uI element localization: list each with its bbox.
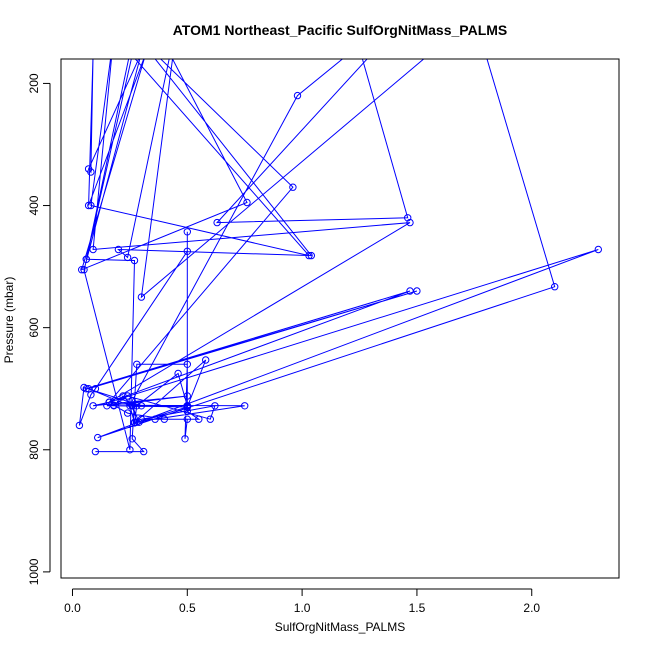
data-point <box>90 50 96 56</box>
data-point <box>174 369 182 378</box>
data-point <box>133 402 141 410</box>
x-axis-label: SulfOrgNitMass_PALMS <box>275 620 405 634</box>
data-point <box>78 266 86 274</box>
data-point <box>307 251 315 260</box>
data-point <box>123 253 132 262</box>
x-tick-label: 2.0 <box>523 601 540 615</box>
data-point <box>80 266 88 274</box>
data-point <box>82 385 91 393</box>
data-point <box>128 397 136 405</box>
data-point <box>195 415 203 423</box>
data-point <box>126 446 134 454</box>
data-point <box>89 245 97 254</box>
data-point <box>243 198 251 207</box>
data-point <box>134 31 140 37</box>
plot-layer <box>75 13 602 456</box>
data-point <box>183 228 192 236</box>
data-point <box>213 218 221 227</box>
chart-title: ATOM1 Northeast_Pacific SulfOrgNitMass_P… <box>173 22 508 38</box>
data-point <box>138 50 144 56</box>
data-point <box>123 409 132 417</box>
y-axis-label: Pressure (mbar) <box>2 277 16 364</box>
data-point <box>130 256 139 265</box>
data-point <box>127 50 133 56</box>
data-point <box>241 402 249 410</box>
y-tick-label: 600 <box>27 317 41 337</box>
data-point <box>134 33 140 39</box>
data-point <box>140 447 148 456</box>
data-point <box>151 415 159 423</box>
data-point <box>114 245 123 254</box>
x-tick-label: 0.5 <box>179 601 196 615</box>
data-point <box>206 415 215 423</box>
data-point <box>82 255 91 263</box>
data-point <box>133 360 141 368</box>
data-point <box>143 50 149 56</box>
plot-frame <box>60 58 620 579</box>
data-point <box>119 392 127 400</box>
data-point <box>211 402 219 410</box>
data-point <box>305 251 313 260</box>
data-point <box>471 13 477 19</box>
data-point <box>175 13 181 19</box>
data-point <box>594 245 602 254</box>
axis-layer: 0.0 0.5 1.0 1.5 2.0 200 400 600 800 1000 <box>27 58 620 615</box>
data-point <box>404 214 412 222</box>
x-tick-label: 0.0 <box>64 601 81 615</box>
data-point <box>183 392 192 400</box>
data-point <box>406 287 414 295</box>
data-point <box>91 447 100 456</box>
x-tick-label: 1.5 <box>409 601 426 615</box>
series-line <box>78 59 599 453</box>
data-point <box>183 415 192 423</box>
data-point <box>183 247 192 256</box>
data-point <box>84 201 93 210</box>
data-point <box>135 418 143 426</box>
data-point <box>181 435 189 443</box>
data-point <box>94 433 102 442</box>
data-point <box>89 402 97 410</box>
data-point <box>137 402 146 410</box>
data-point <box>293 91 302 100</box>
y-tick-label: 200 <box>27 73 41 93</box>
data-point <box>84 385 93 393</box>
data-point <box>128 402 136 410</box>
data-point <box>137 293 146 301</box>
data-point <box>110 402 118 410</box>
data-point <box>128 435 136 443</box>
data-point <box>202 356 210 364</box>
data-point <box>87 201 95 210</box>
data-point <box>130 419 139 427</box>
data-point <box>152 22 158 28</box>
data-point <box>105 398 113 406</box>
data-point <box>406 218 414 227</box>
x-tick-label: 1.0 <box>294 601 311 615</box>
y-tick-label: 800 <box>27 439 41 459</box>
data-point <box>183 403 192 411</box>
data-point <box>160 415 169 423</box>
data-point <box>289 183 297 191</box>
data-point <box>87 168 95 176</box>
data-point <box>75 421 84 430</box>
data-point <box>123 392 132 400</box>
y-tick-label: 400 <box>27 195 41 215</box>
data-point <box>87 391 95 399</box>
data-point <box>111 31 117 37</box>
data-point <box>354 38 360 44</box>
y-tick-label: 1000 <box>27 558 41 585</box>
data-point <box>551 283 559 291</box>
data-point <box>183 360 192 368</box>
data-point <box>183 407 192 415</box>
